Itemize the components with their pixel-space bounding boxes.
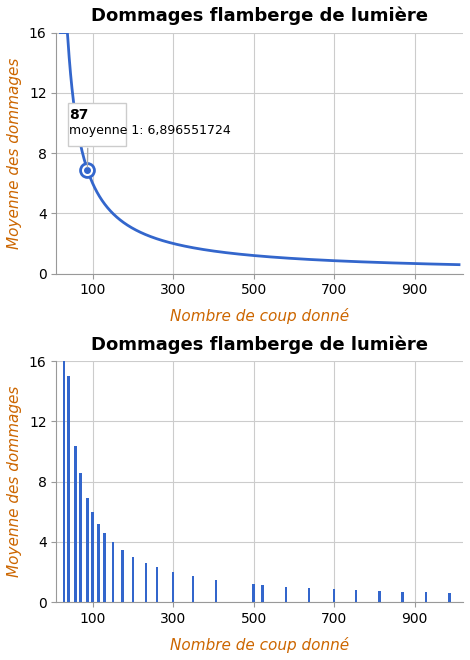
Bar	[355, 590, 357, 602]
Y-axis label: Moyenne des dommages: Moyenne des dommages	[7, 386, 22, 578]
Title: Dommages flamberge de lumière: Dommages flamberge de lumière	[91, 7, 428, 26]
Text: moyenne 1: 6,896551724: moyenne 1: 6,896551724	[69, 125, 231, 137]
Bar	[74, 446, 77, 602]
Bar	[192, 576, 195, 602]
Y-axis label: Moyenne des dommages: Moyenne des dommages	[7, 57, 22, 249]
Bar	[63, 361, 65, 602]
Bar	[91, 512, 94, 602]
X-axis label: Nombre de coup donné: Nombre de coup donné	[170, 637, 349, 653]
Bar	[333, 589, 336, 602]
Bar	[97, 523, 100, 602]
Bar	[378, 591, 381, 602]
Bar	[67, 376, 70, 602]
Bar	[425, 593, 427, 602]
Bar	[111, 542, 114, 602]
Bar	[86, 498, 88, 602]
Bar	[252, 584, 255, 602]
Bar	[215, 580, 217, 602]
Bar	[103, 533, 106, 602]
Bar	[79, 473, 82, 602]
Bar	[448, 593, 451, 602]
FancyBboxPatch shape	[68, 104, 126, 146]
Bar	[172, 572, 174, 602]
Bar	[132, 557, 134, 602]
Bar	[401, 592, 404, 602]
Bar	[308, 588, 311, 602]
Text: 87: 87	[69, 108, 89, 122]
Bar	[145, 563, 147, 602]
Title: Dommages flamberge de lumière: Dommages flamberge de lumière	[91, 335, 428, 354]
Bar	[285, 587, 287, 602]
X-axis label: Nombre de coup donné: Nombre de coup donné	[170, 308, 349, 325]
Bar	[121, 550, 124, 602]
Bar	[156, 568, 158, 602]
Bar	[261, 585, 264, 602]
